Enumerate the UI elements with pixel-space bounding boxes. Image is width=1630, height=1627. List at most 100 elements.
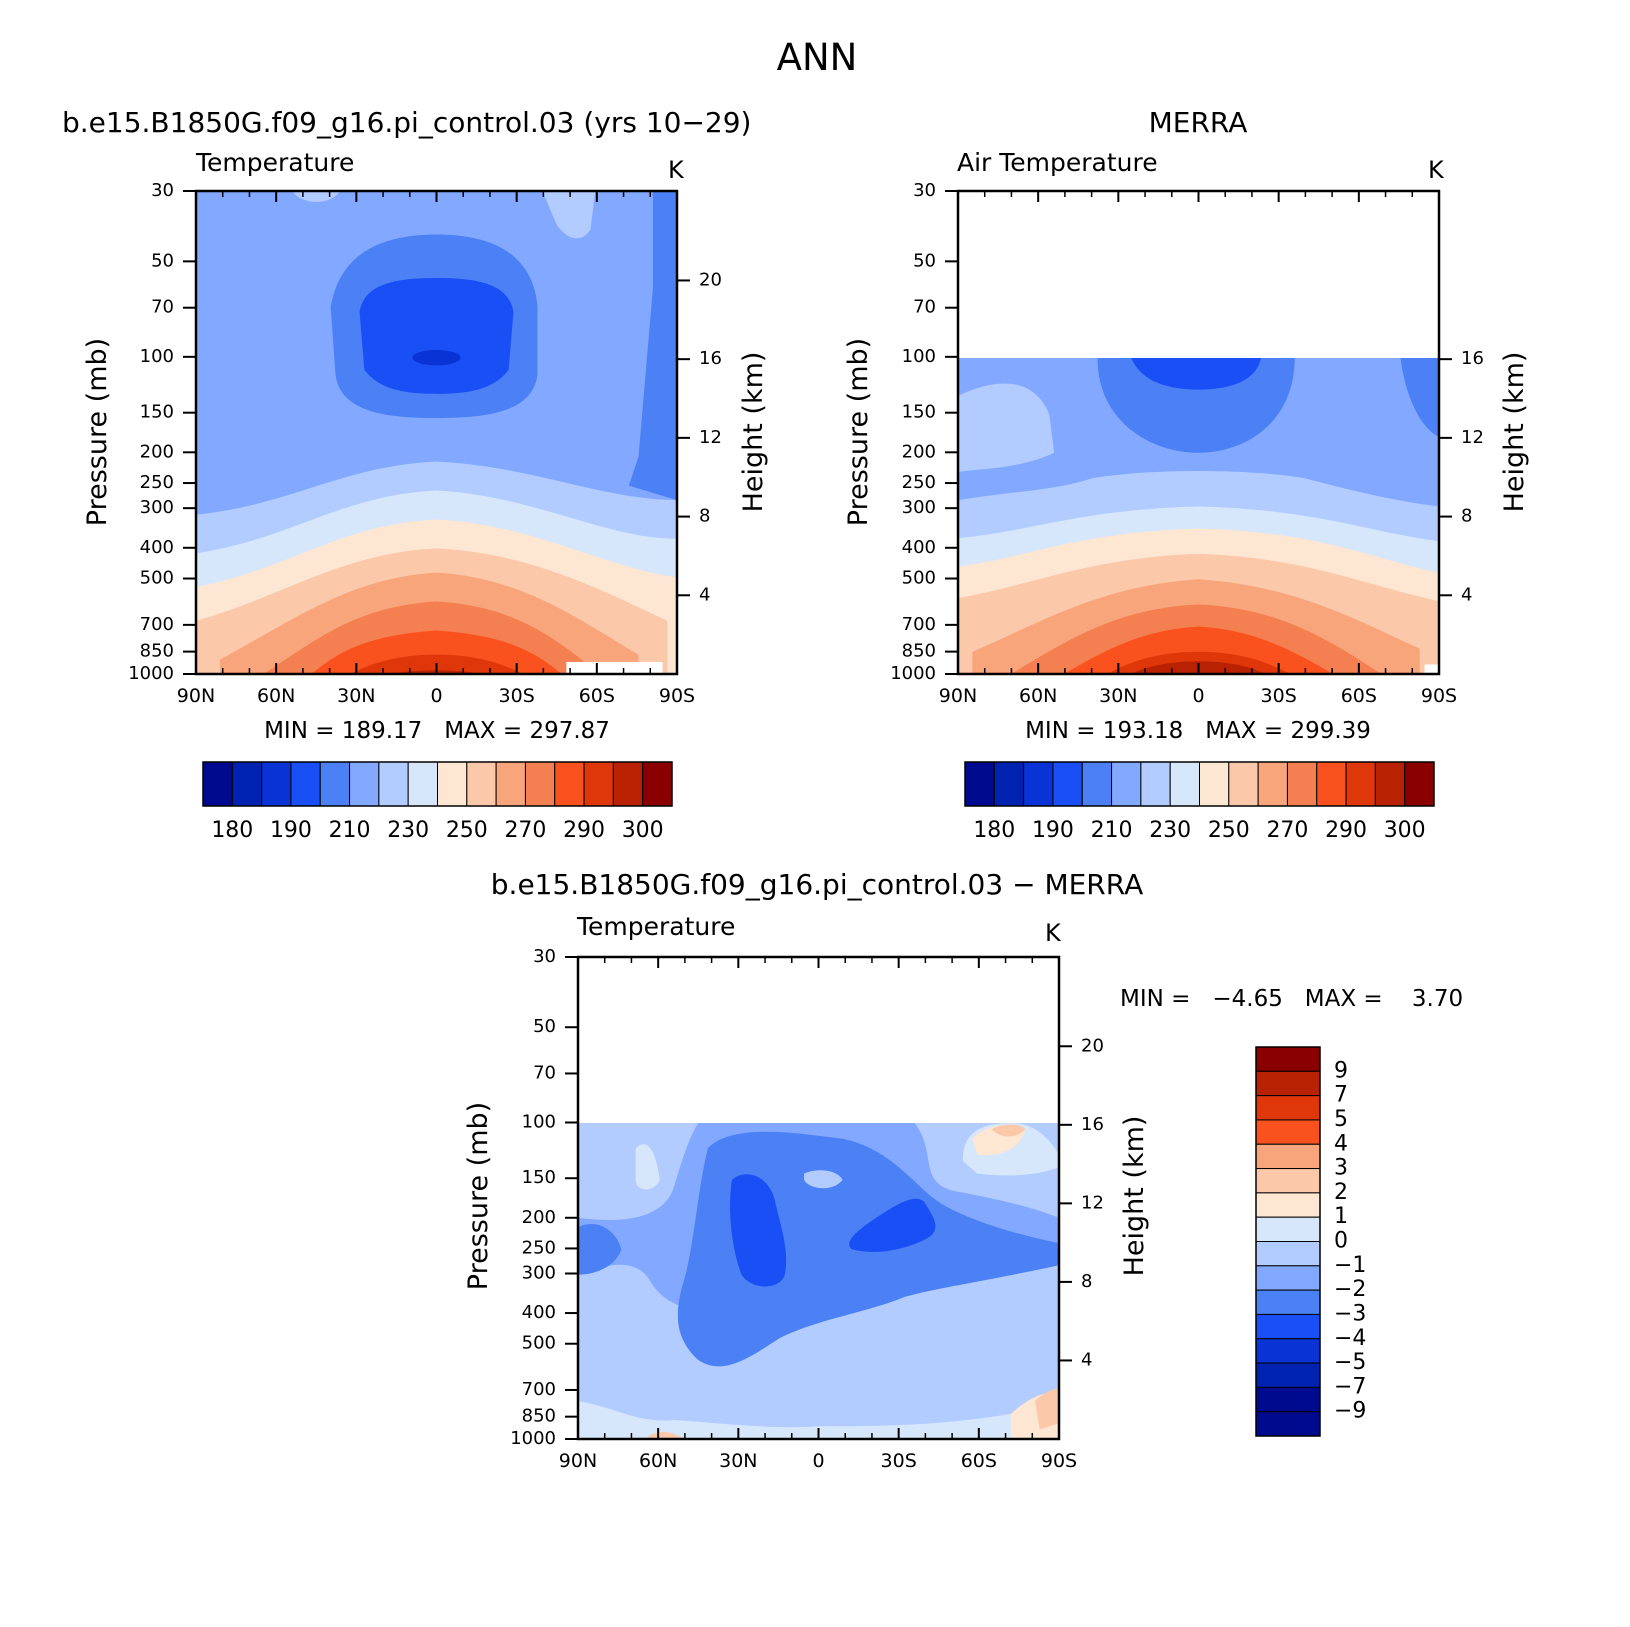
colorbar-swatch	[1345, 761, 1376, 807]
x-tick-label: 60S	[1341, 685, 1377, 707]
y-tick-label: 500	[522, 1333, 556, 1354]
panel-merra-right-y-label: Height (km)	[1499, 352, 1530, 513]
colorbar-swatch	[1374, 761, 1406, 807]
colorbar-frame	[964, 761, 1435, 807]
colorbar-swatch	[437, 761, 468, 807]
panel-model-units: K	[668, 156, 685, 184]
panel-difference-title: b.e15.B1850G.f09_g16.pi_control.03 − MER…	[491, 868, 1143, 901]
colorbar-label: −9	[1334, 1399, 1366, 1424]
x-tick-label: 90N	[559, 1450, 597, 1472]
y-tick-label: 70	[913, 297, 936, 318]
panel-difference-left-string: Temperature	[576, 912, 735, 941]
right-tick-label: 8	[699, 506, 710, 527]
x-tick-label: 30N	[337, 685, 375, 707]
colorbar-label: 290	[563, 818, 605, 843]
right-tick-label: 4	[1081, 1349, 1092, 1370]
colorbar-label: 230	[1149, 818, 1191, 843]
y-tick-label: 200	[522, 1207, 556, 1228]
right-tick-label: 4	[1461, 584, 1472, 605]
panel-merra-plot-area	[958, 358, 1439, 674]
colorbar-label: 250	[1208, 818, 1250, 843]
panel-merra-title: MERRA	[1149, 106, 1248, 139]
colorbar-swatch	[993, 761, 1025, 807]
colorbar-swatch	[1404, 761, 1435, 807]
colorbar-label: 210	[329, 818, 371, 843]
colorbar-label: 190	[1032, 818, 1074, 843]
colorbar-swatch	[1255, 1143, 1321, 1170]
panel-difference-units: K	[1045, 919, 1062, 947]
colorbar-swatch	[1255, 1241, 1321, 1267]
contour-region	[1400, 358, 1439, 437]
panel-merra-colorbar: 180 190 210 230 250 270 290 300	[964, 761, 1435, 843]
y-tick-label: 700	[522, 1379, 556, 1400]
contour-region	[958, 383, 1055, 472]
contour-region	[1034, 1388, 1059, 1430]
y-tick-label: 400	[140, 537, 174, 558]
contour-region	[1063, 626, 1334, 674]
colorbar-swatch	[1255, 1411, 1321, 1437]
contour-region	[412, 349, 461, 366]
panel-difference-stats: MIN = −4.65 MAX = 3.70	[1120, 986, 1463, 1012]
colorbar-swatch	[202, 761, 233, 807]
y-tick-label: 500	[140, 568, 174, 589]
colorbar-label: 3	[1334, 1156, 1348, 1181]
colorbar-swatch	[1255, 1313, 1321, 1340]
y-tick-label: 500	[902, 568, 936, 589]
colorbar-swatch	[1316, 761, 1347, 807]
colorbar-swatch	[1255, 1168, 1321, 1194]
panel-difference-axes: 90N 60N 30N 0 30S 60S 90S 30 50 70 100 150 200 250 300…	[510, 946, 1104, 1472]
colorbar-label: 7	[1334, 1083, 1348, 1108]
colorbar-swatch	[378, 761, 409, 807]
x-tick-label: 30N	[719, 1450, 757, 1472]
colorbar-swatch	[1081, 761, 1113, 807]
colorbar-swatch	[1052, 761, 1083, 807]
contour-region	[730, 1174, 787, 1287]
colorbar-swatch	[1255, 1289, 1321, 1315]
panel-merra-y-label: Pressure (mb)	[843, 338, 874, 526]
contour-region	[849, 1198, 936, 1252]
y-tick-label: 850	[902, 641, 936, 662]
x-tick-label: 0	[812, 1450, 824, 1472]
panel-difference: b.e15.B1850G.f09_g16.pi_control.03 − MER…	[463, 868, 1463, 1472]
colorbar-label: 300	[1384, 818, 1426, 843]
colorbar-swatch	[1255, 1119, 1321, 1145]
panel-merra-stats: MIN = 193.18 MAX = 299.39	[1025, 718, 1371, 744]
colorbar-swatch	[1023, 761, 1054, 807]
x-tick-label: 60N	[639, 1450, 677, 1472]
panel-model-stats: MIN = 189.17 MAX = 297.87	[264, 718, 610, 744]
y-tick-label: 300	[522, 1263, 556, 1284]
page-title: ANN	[777, 36, 858, 79]
colorbar-swatch	[261, 761, 292, 807]
panel-model-right-y-label: Height (km)	[738, 352, 769, 513]
right-tick-label: 16	[1461, 348, 1484, 369]
contour-region	[628, 191, 677, 501]
x-tick-label: 0	[430, 685, 442, 707]
colorbar-swatch	[1169, 761, 1200, 807]
panel-merra-axes: 90N 60N 30N 0 30S 60S 90S 30 50 70 100 150 200 250 300…	[890, 180, 1484, 707]
y-tick-label: 30	[533, 946, 556, 967]
y-tick-label: 70	[151, 297, 174, 318]
colorbar-label: 230	[387, 818, 429, 843]
colorbar-label: 9	[1334, 1058, 1348, 1083]
colorbar-label: −1	[1334, 1253, 1366, 1278]
panel-model-axes: 90N 60N 30N 0 30S 60S 90S 30 50 70 100 150 200 250 300…	[128, 180, 722, 707]
colorbar-label: 210	[1091, 818, 1133, 843]
panel-model: b.e15.B1850G.f09_g16.pi_control.03 (yrs …	[62, 106, 769, 843]
colorbar-swatch	[1257, 761, 1288, 807]
colorbar-swatch	[964, 761, 995, 807]
x-tick-label: 60S	[961, 1450, 997, 1472]
colorbar-swatch	[1255, 1095, 1321, 1121]
contour-region	[359, 277, 514, 394]
colorbar-swatch	[1255, 1386, 1321, 1413]
y-tick-label: 150	[522, 1167, 556, 1188]
right-tick-label: 4	[699, 584, 710, 605]
y-tick-label: 30	[151, 180, 174, 201]
y-tick-label: 100	[522, 1111, 556, 1132]
right-tick-label: 8	[1461, 506, 1472, 527]
panel-model-left-string: Temperature	[195, 148, 354, 177]
y-tick-label: 700	[140, 614, 174, 635]
y-tick-label: 200	[902, 441, 936, 462]
contour-region	[542, 191, 596, 239]
